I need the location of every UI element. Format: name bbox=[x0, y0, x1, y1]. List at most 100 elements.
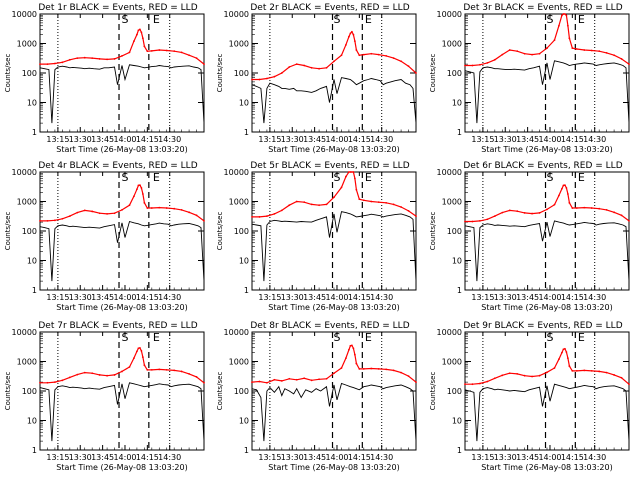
y-tick-label: 10 bbox=[239, 417, 249, 426]
y-tick-label: 10 bbox=[452, 257, 462, 266]
y-tick-label: 100 bbox=[234, 69, 249, 78]
lld-data-point bbox=[121, 208, 123, 211]
lld-data-point bbox=[146, 368, 149, 371]
plot-frame bbox=[251, 171, 417, 291]
lld-data-point bbox=[562, 348, 565, 351]
interval-marker-e: E bbox=[578, 171, 585, 184]
x-tick-label: 13:30 bbox=[69, 453, 92, 462]
lld-data-point bbox=[523, 212, 526, 214]
lld-data-point bbox=[501, 374, 504, 377]
lld-data-point bbox=[353, 177, 356, 180]
y-tick-label: 1000 bbox=[229, 198, 249, 207]
x-tick-label: 13:30 bbox=[69, 293, 92, 302]
lld-data-point bbox=[203, 219, 205, 222]
lld-data-point bbox=[377, 368, 380, 370]
lld-data-point bbox=[493, 215, 496, 217]
lld-data-point bbox=[392, 57, 395, 59]
lld-data-point bbox=[128, 204, 131, 207]
lld-data-point bbox=[575, 370, 578, 372]
lld-data-point bbox=[106, 58, 108, 61]
lld-data-point bbox=[140, 31, 143, 34]
chart-panel-4: Det 4r BLACK = Events, RED = LLD 1 10 100 10… bbox=[4, 161, 205, 312]
x-tick-label: 14:00 bbox=[325, 135, 348, 144]
y-tick-label: 1 bbox=[32, 286, 37, 295]
x-tick-label: 14:00 bbox=[325, 293, 348, 302]
interval-marker-e: E bbox=[365, 13, 372, 26]
lld-data-point bbox=[598, 370, 601, 373]
lld-data-point bbox=[546, 208, 548, 211]
lld-data-point bbox=[558, 24, 560, 27]
lld-data-point bbox=[605, 371, 608, 374]
lld-data-point bbox=[385, 201, 388, 204]
x-tick-label: 13:45 bbox=[303, 293, 326, 302]
lld-data-point bbox=[251, 216, 253, 218]
lld-data-point bbox=[471, 220, 474, 223]
lld-data-point bbox=[303, 377, 306, 380]
lld-data-point bbox=[355, 362, 358, 365]
lld-data-point bbox=[350, 344, 353, 347]
lld-data-point bbox=[138, 346, 141, 349]
lld-data-point bbox=[280, 72, 283, 74]
x-tick-label: 14:30 bbox=[158, 135, 181, 144]
lld-data-point bbox=[464, 64, 466, 67]
lld-data-point bbox=[486, 380, 489, 383]
x-axis-label: Start Time (26-May-08 13:03:20) bbox=[56, 145, 187, 154]
y-tick-label: 10000 bbox=[12, 10, 37, 19]
lld-data-point bbox=[352, 347, 355, 350]
x-axis-label: Start Time (26-May-08 13:03:20) bbox=[481, 145, 612, 154]
lld-data-point bbox=[258, 78, 261, 81]
chart-panel-8: Det 8r BLACK = Events, RED = LLD 1 10 100 10… bbox=[216, 321, 417, 472]
lld-data-point bbox=[98, 58, 101, 60]
lld-data-point bbox=[583, 49, 586, 51]
lld-data-point bbox=[150, 50, 153, 52]
lld-data-point bbox=[137, 29, 140, 32]
lld-data-point bbox=[91, 372, 94, 375]
x-tick-label: 13:30 bbox=[494, 293, 517, 302]
lld-data-point bbox=[295, 378, 298, 381]
interval-marker-s: S bbox=[546, 331, 553, 344]
lld-data-point bbox=[273, 75, 276, 78]
lld-data-point bbox=[310, 379, 313, 382]
y-tick-label: 100 bbox=[447, 387, 462, 396]
y-axis-label: Counts/sec bbox=[4, 212, 12, 251]
x-tick-label: 13:45 bbox=[91, 293, 114, 302]
lld-data-point bbox=[352, 33, 355, 36]
lld-data-point bbox=[91, 210, 94, 213]
lld-data-point bbox=[310, 203, 313, 206]
lld-data-point bbox=[508, 49, 511, 51]
y-tick-label: 10000 bbox=[437, 328, 462, 337]
lld-data-point bbox=[83, 56, 86, 59]
lld-data-point bbox=[345, 43, 347, 46]
interval-marker-s: S bbox=[121, 331, 128, 344]
y-tick-label: 1 bbox=[457, 286, 462, 295]
lld-data-point bbox=[628, 63, 630, 66]
lld-data-point bbox=[571, 370, 574, 372]
y-tick-label: 1000 bbox=[17, 40, 37, 49]
lld-data-point bbox=[251, 381, 253, 384]
x-tick-label: 13:15 bbox=[471, 293, 494, 302]
series-line-events bbox=[464, 383, 630, 442]
lld-data-point bbox=[415, 72, 417, 74]
y-axis-label: Counts/sec bbox=[216, 372, 224, 411]
plot-frame bbox=[39, 331, 205, 451]
lld-data-point bbox=[295, 63, 298, 66]
lld-data-point bbox=[575, 48, 578, 50]
y-axis-label: Counts/sec bbox=[429, 54, 437, 93]
lld-data-point bbox=[350, 171, 353, 173]
lld-data-point bbox=[590, 207, 593, 209]
lld-data-point bbox=[561, 14, 563, 17]
x-tick-label: 13:30 bbox=[281, 453, 304, 462]
x-tick-label: 14:00 bbox=[113, 293, 136, 302]
interval-marker-s: S bbox=[121, 13, 128, 26]
lld-data-point bbox=[333, 60, 335, 63]
lld-data-point bbox=[352, 171, 355, 173]
lld-data-point bbox=[128, 366, 131, 368]
chart-panel-3: Det 3r BLACK = Events, RED = LLD 1 10 100 10… bbox=[429, 3, 630, 154]
lld-data-point bbox=[150, 207, 153, 209]
y-axis-label: Counts/sec bbox=[4, 54, 12, 93]
lld-data-point bbox=[568, 365, 571, 367]
x-tick-label: 13:45 bbox=[516, 135, 539, 144]
series-line-lld bbox=[251, 344, 417, 384]
lld-data-point bbox=[385, 54, 388, 57]
plot-frame bbox=[464, 13, 630, 133]
